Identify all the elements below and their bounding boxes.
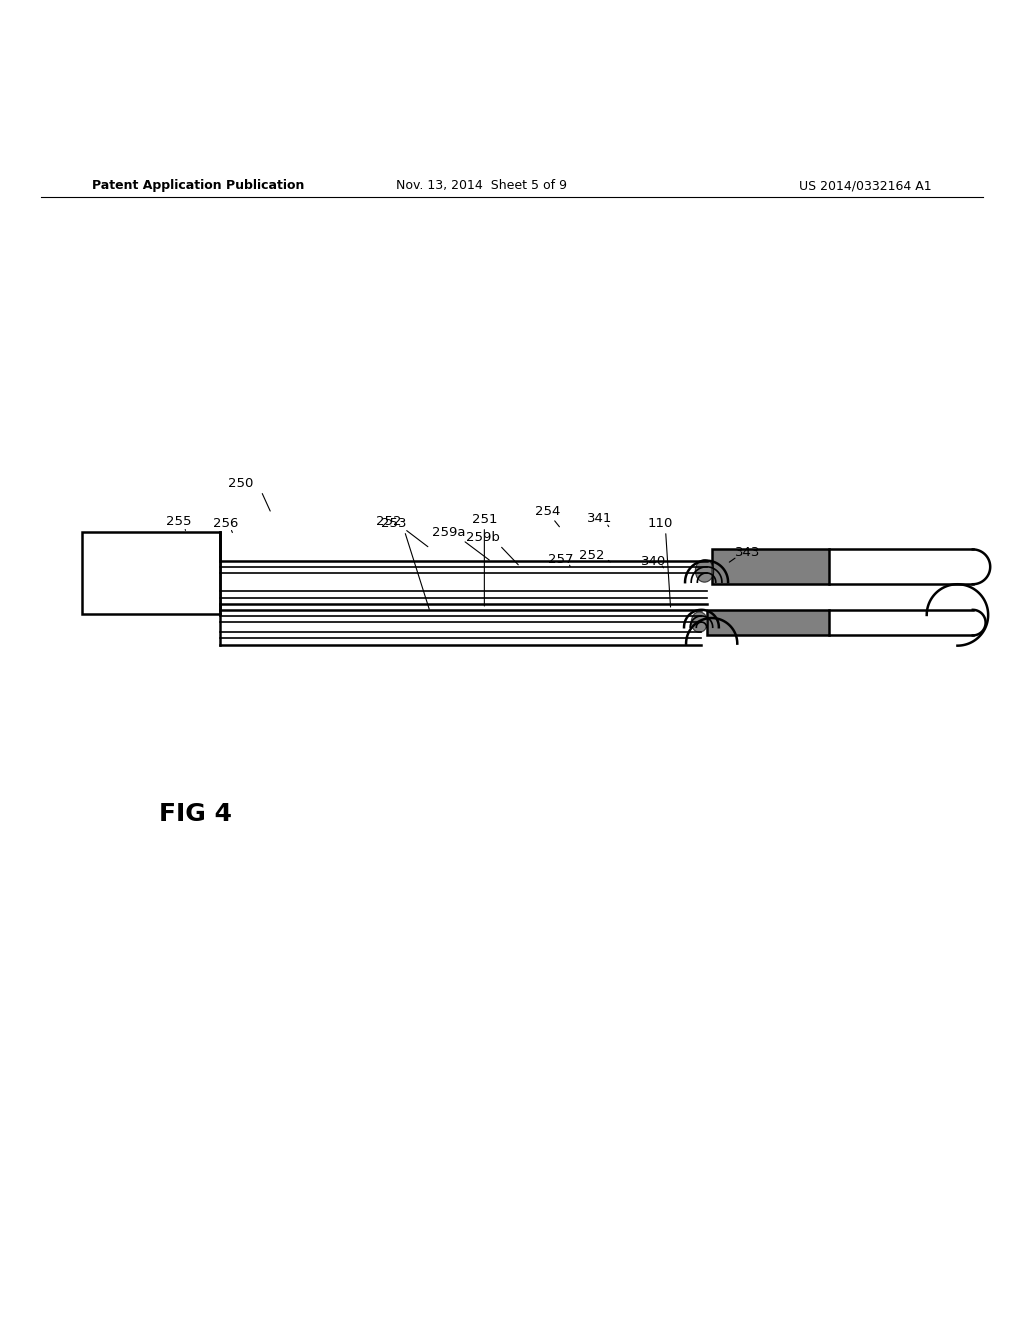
Text: 343: 343	[735, 546, 760, 558]
Text: 252: 252	[580, 549, 604, 562]
Text: US 2014/0332164 A1: US 2014/0332164 A1	[799, 180, 932, 193]
Text: Nov. 13, 2014  Sheet 5 of 9: Nov. 13, 2014 Sheet 5 of 9	[396, 180, 566, 193]
Bar	[712, 549, 829, 585]
Text: 250: 250	[228, 478, 253, 490]
Text: 110: 110	[648, 517, 673, 531]
Bar	[82, 532, 220, 614]
Text: 341: 341	[588, 512, 612, 525]
Ellipse shape	[691, 612, 708, 632]
Bar	[707, 610, 829, 635]
Text: 340: 340	[641, 556, 666, 568]
Text: 251: 251	[472, 513, 497, 527]
Text: 256: 256	[213, 517, 238, 531]
Text: 257: 257	[549, 553, 573, 566]
Text: 252: 252	[377, 515, 401, 528]
Text: 255: 255	[167, 515, 191, 528]
Text: 254: 254	[536, 506, 560, 517]
Text: FIG 4: FIG 4	[159, 801, 231, 825]
Ellipse shape	[695, 560, 714, 582]
Text: 253: 253	[382, 517, 407, 531]
Text: Patent Application Publication: Patent Application Publication	[92, 180, 304, 193]
Text: 259b: 259b	[466, 531, 501, 544]
Text: 259a: 259a	[432, 525, 465, 539]
